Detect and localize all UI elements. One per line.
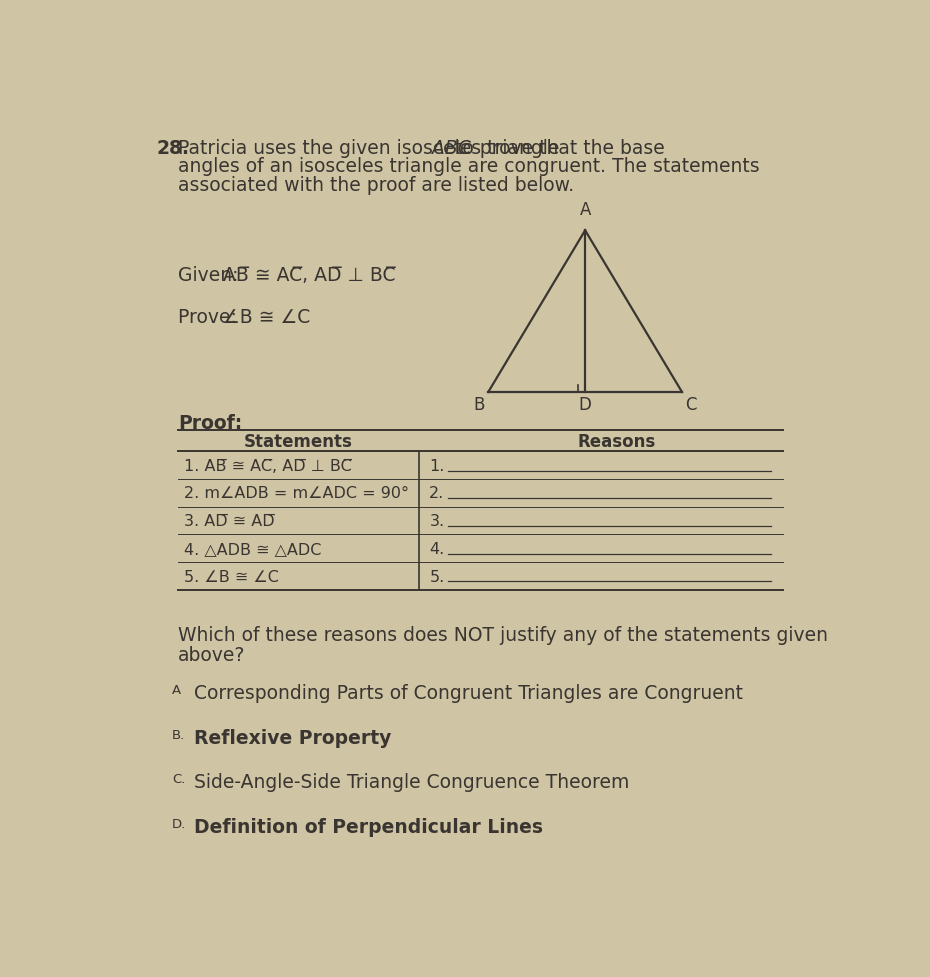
Text: AB̅ ≅ AC̅, AD̅ ⊥ BC̅: AB̅ ≅ AC̅, AD̅ ⊥ BC̅ xyxy=(223,266,395,284)
Text: 3.: 3. xyxy=(430,514,445,529)
Text: to prove that the base: to prove that the base xyxy=(449,139,665,157)
Text: Statements: Statements xyxy=(244,432,352,450)
Text: Reasons: Reasons xyxy=(577,432,656,450)
Text: 5.: 5. xyxy=(430,569,445,584)
Text: D: D xyxy=(578,396,591,413)
Text: Patricia uses the given isosceles triangle: Patricia uses the given isosceles triang… xyxy=(179,139,565,157)
Text: 4.: 4. xyxy=(430,541,445,556)
Text: 1. AB̅ ≅ AC̅, AD̅ ⊥ BC̅: 1. AB̅ ≅ AC̅, AD̅ ⊥ BC̅ xyxy=(184,458,352,473)
Text: Proof:: Proof: xyxy=(179,413,243,433)
Text: 1.: 1. xyxy=(430,458,445,473)
Text: associated with the proof are listed below.: associated with the proof are listed bel… xyxy=(179,176,575,194)
Text: ABC: ABC xyxy=(432,139,471,157)
Text: above?: above? xyxy=(179,645,246,664)
Text: 2.: 2. xyxy=(430,486,445,501)
Text: B: B xyxy=(473,396,485,413)
Text: C.: C. xyxy=(172,773,185,786)
Text: C: C xyxy=(685,396,698,413)
Text: Side-Angle-Side Triangle Congruence Theorem: Side-Angle-Side Triangle Congruence Theo… xyxy=(193,773,629,791)
Text: Reflexive Property: Reflexive Property xyxy=(193,728,392,747)
Text: 4. △ADB ≅ △ADC: 4. △ADB ≅ △ADC xyxy=(184,541,322,556)
Text: ∠B ≅ ∠C: ∠B ≅ ∠C xyxy=(223,308,311,327)
Text: D.: D. xyxy=(172,817,186,830)
Text: Prove:: Prove: xyxy=(179,308,243,327)
Text: Definition of Perpendicular Lines: Definition of Perpendicular Lines xyxy=(193,817,543,836)
Text: A: A xyxy=(579,201,591,219)
Text: Given:: Given: xyxy=(179,266,245,284)
Text: Which of these reasons does NOT justify any of the statements given: Which of these reasons does NOT justify … xyxy=(179,625,829,644)
Text: angles of an isosceles triangle are congruent. The statements: angles of an isosceles triangle are cong… xyxy=(179,157,760,176)
Text: 28.: 28. xyxy=(156,139,190,157)
Text: 3. AD̅ ≅ AD̅: 3. AD̅ ≅ AD̅ xyxy=(184,514,275,529)
Text: Corresponding Parts of Congruent Triangles are Congruent: Corresponding Parts of Congruent Triangl… xyxy=(193,683,743,702)
Text: A: A xyxy=(172,683,181,697)
Text: 5. ∠B ≅ ∠C: 5. ∠B ≅ ∠C xyxy=(184,569,279,584)
Text: B.: B. xyxy=(172,728,185,741)
Text: 2. m∠ADB = m∠ADC = 90°: 2. m∠ADB = m∠ADC = 90° xyxy=(184,486,409,501)
